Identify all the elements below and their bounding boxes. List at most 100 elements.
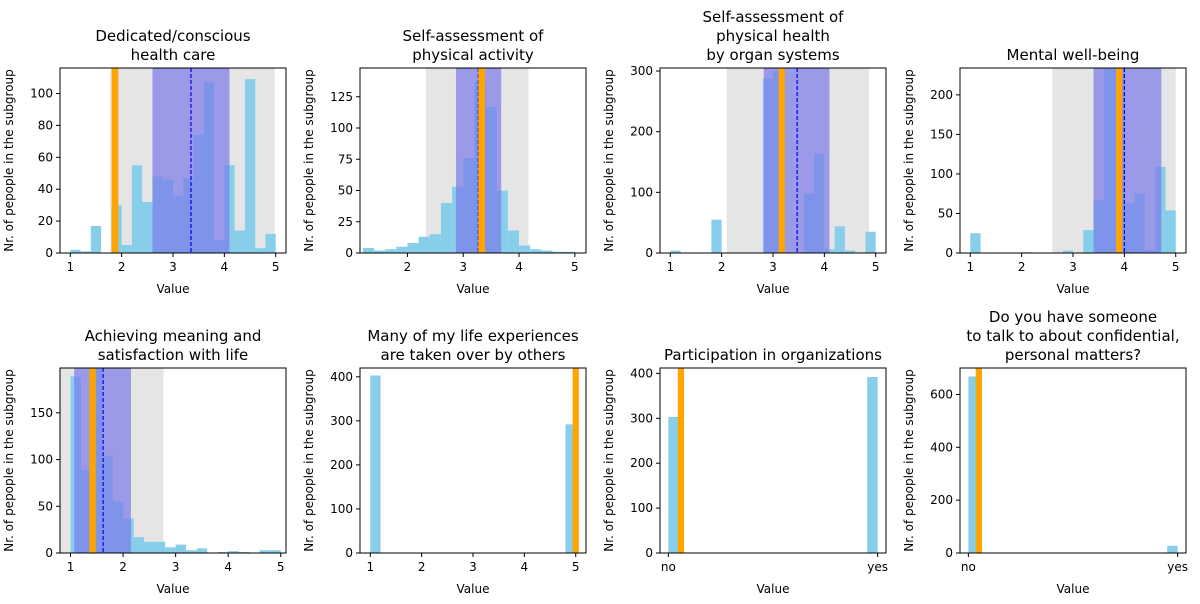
chart-7-ytick-label-4: 300 <box>630 411 653 425</box>
chart-8-ytick-label-4: 600 <box>930 387 953 401</box>
chart-8-title: Do you have someone to talk to about conf… <box>966 308 1179 364</box>
chart-4-xtick-label-3: 3 <box>1069 260 1077 274</box>
chart-6-ylabel: Nr. of pepople in the subgroup <box>302 369 316 552</box>
chart-1-bar-8 <box>142 201 153 253</box>
chart-1-xtick-label-3: 3 <box>169 260 177 274</box>
chart-5-bar-13 <box>196 548 208 553</box>
chart-2-ytick-label-5: 100 <box>330 121 353 135</box>
chart-1-bar-2 <box>80 251 91 253</box>
chart-6-xtick-label-4: 4 <box>521 560 529 574</box>
chart-3-ytick-label-1: 0 <box>645 246 653 260</box>
chart-2-xtick-label-3: 4 <box>515 260 523 274</box>
chart-4-ytick-label-4: 150 <box>930 127 953 141</box>
chart-4-xtick-label-4: 4 <box>1121 260 1129 274</box>
chart-6-person-marker <box>572 368 579 553</box>
chart-2-ytick-label-6: 125 <box>330 90 353 104</box>
chart-3-bar-5 <box>711 219 722 253</box>
chart-8-bar-20 <box>1167 545 1178 553</box>
chart-5-ylabel: Nr. of pepople in the subgroup <box>2 369 16 552</box>
chart-4-bar-12 <box>1083 230 1094 253</box>
chart-1-bar-6 <box>121 245 132 253</box>
chart-5-xtick-label-3: 3 <box>172 560 180 574</box>
chart-3-ytick-label-3: 200 <box>630 125 653 139</box>
chart-4-bar-20 <box>1165 210 1176 253</box>
chart-6-xlabel: Value <box>457 582 490 596</box>
chart-2-title-line-1: Self-assessment of <box>403 27 545 45</box>
chart-7-title: Participation in organizations <box>664 346 882 364</box>
chart-3-ytick-label-2: 100 <box>630 185 653 199</box>
chart-2-ytick-label-1: 0 <box>345 246 353 260</box>
chart-2-bar-3 <box>385 249 397 253</box>
chart-2-xtick-label-1: 2 <box>404 260 412 274</box>
chart-5-ytick-label-1: 0 <box>45 546 53 560</box>
chart-8-ytick-label-2: 200 <box>930 493 953 507</box>
chart-2-title: Self-assessment of physical activity <box>403 27 545 64</box>
chart-5-bar-8 <box>144 541 155 553</box>
chart-2-bar-8 <box>440 203 453 253</box>
chart-7-ytick-label-3: 200 <box>630 456 653 470</box>
chart-2-bar-14 <box>507 230 520 253</box>
chart-2-bar-18 <box>552 251 564 253</box>
chart-7-frame <box>659 367 887 554</box>
chart-6-ytick-label-1: 0 <box>345 546 353 560</box>
chart-2-bar-16 <box>530 249 542 253</box>
chart-3: 1 2 3 4 5 0 100 200 300 Value Nr. of pepople in th… <box>602 8 887 296</box>
chart-7-ytick-label-2: 100 <box>630 501 653 515</box>
chart-4-xtick-label-1: 1 <box>966 260 974 274</box>
chart-4-title: Mental well-being <box>1007 46 1140 64</box>
chart-5-bar-9 <box>154 541 166 553</box>
chart-7-plot-area <box>668 368 878 553</box>
chart-2-frame <box>359 67 587 254</box>
chart-8-xtick-label-1: no <box>961 560 976 574</box>
chart-5-ytick-label-4: 150 <box>30 406 53 420</box>
chart-1-person-marker <box>111 68 119 253</box>
chart-4-bar-1 <box>970 233 981 253</box>
chart-2-ylabel: Nr. of pepople in the subgroup <box>302 69 316 252</box>
chart-3-title-line-2: physical health <box>716 27 830 45</box>
chart-5-title-line-1: Achieving meaning and <box>85 327 262 345</box>
chart-3-xtick-label-1: 1 <box>666 260 674 274</box>
chart-3-bar-18 <box>844 250 856 253</box>
chart-1-bar-20 <box>265 233 276 253</box>
chart-2-bar-6 <box>418 236 430 253</box>
chart-5-bar-11 <box>175 544 187 553</box>
chart-1-ytick-label-6: 100 <box>30 87 53 101</box>
chart-6-ytick-label-3: 200 <box>330 458 353 472</box>
chart-4-plot-area <box>970 68 1176 253</box>
chart-5-plot-area <box>60 368 281 553</box>
chart-3-xtick-label-5: 5 <box>872 260 880 274</box>
chart-6-xtick-label-5: 5 <box>572 560 580 574</box>
chart-4-std-band <box>1093 68 1162 253</box>
chart-1-bar-7 <box>131 165 143 253</box>
chart-2-bar-2 <box>373 250 386 253</box>
chart-7-person-marker <box>677 368 685 553</box>
chart-2-xtick-label-4: 5 <box>571 260 579 274</box>
chart-1-ytick-label-5: 80 <box>38 118 53 132</box>
chart-3-bar-20 <box>865 231 876 253</box>
chart-2-plot-area <box>362 68 575 253</box>
chart-5-title-line-2: satisfaction with life <box>98 346 249 364</box>
chart-6: 1 2 3 4 5 0 100 200 300 400 Value Nr. of pepople in… <box>302 327 587 596</box>
chart-3-ytick-label-4: 300 <box>630 64 653 78</box>
chart-2-bar-15 <box>519 245 531 253</box>
chart-2-bar-5 <box>407 243 419 253</box>
chart-2-xtick-label-2: 3 <box>459 260 467 274</box>
chart-6-xtick-label-1: 1 <box>366 560 374 574</box>
chart-4-ytick-label-5: 200 <box>930 88 953 102</box>
chart-5-bar-10 <box>165 547 176 553</box>
chart-1-ylabel: Nr. of pepople in the subgroup <box>2 69 16 252</box>
chart-7-bar-1 <box>668 416 679 553</box>
chart-2-title-line-2: physical activity <box>412 46 534 64</box>
chart-5-xtick-label-4: 4 <box>224 560 232 574</box>
chart-2-xlabel: Value <box>457 282 490 296</box>
chart-5-bar-7 <box>133 537 145 553</box>
chart-3-bar-17 <box>834 226 845 253</box>
chart-2-person-marker <box>478 68 485 253</box>
chart-1: 1 2 3 4 5 0 20 40 60 80 100 Value Nr. of pepople in … <box>2 27 287 296</box>
chart-5-xtick-label-1: 1 <box>67 560 75 574</box>
chart-6-bar-20 <box>565 424 576 553</box>
chart-3-title: Self-assessment of physical health by orga… <box>703 8 845 64</box>
chart-6-plot-area <box>370 368 579 553</box>
chart-7-bar-20 <box>867 376 878 553</box>
